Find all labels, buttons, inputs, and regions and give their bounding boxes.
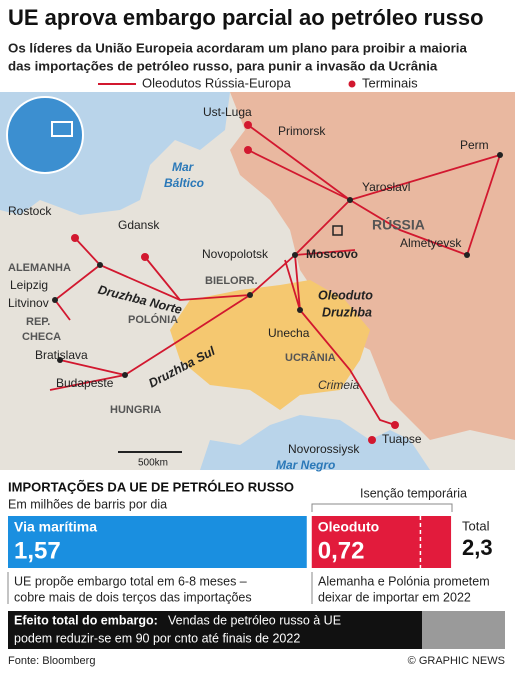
map-label: HUNGRIA xyxy=(110,404,161,416)
subtitle: Os líderes da União Europeia acordaram u… xyxy=(8,41,467,56)
globe xyxy=(6,96,84,174)
map: Mar Báltico Ust-Luga Primorsk Perm Yaros… xyxy=(0,92,515,472)
terminals xyxy=(71,121,399,444)
bars: Via marítima 1,57 Oleoduto 0,72 xyxy=(8,516,452,568)
map-label: Oleoduto xyxy=(318,288,373,302)
map-label: RÚSSIA xyxy=(372,216,425,233)
exemption-label: Isenção temporária xyxy=(360,486,467,500)
note: cobre mais de dois terços das importaçõe… xyxy=(14,590,252,604)
map-label: Rostock xyxy=(8,204,52,218)
bracket xyxy=(311,503,453,512)
bar-value: 1,57 xyxy=(14,537,61,564)
credit: © GRAPHIC NEWS xyxy=(408,655,505,667)
note: deixar de importar em 2022 xyxy=(318,590,471,604)
map-label: POLÓNIA xyxy=(128,313,178,326)
legend-label: Terminais xyxy=(362,75,418,90)
bar-label: Via marítima xyxy=(14,519,97,535)
effect-text: Vendas de petróleo russo à UE xyxy=(168,613,341,627)
map-label: Báltico xyxy=(164,176,204,190)
map-label: Tuapse xyxy=(382,432,422,446)
map-label: Budapeste xyxy=(56,376,114,390)
map-label: Novopolotsk xyxy=(202,247,269,261)
map-label: Bratislava xyxy=(35,348,88,362)
note: Alemanha e Polónia prometem xyxy=(318,574,490,588)
capital xyxy=(332,225,343,236)
map-label: BIELORR. xyxy=(205,275,258,287)
map-label: CHECA xyxy=(22,331,61,343)
map-label: Gdansk xyxy=(118,218,160,232)
effect-text: podem reduzir-se em 90 por cnto até fina… xyxy=(14,631,300,645)
bar-value: 0,72 xyxy=(318,537,365,564)
map-label: Moscovo xyxy=(306,247,358,261)
effect-box-gray xyxy=(422,611,505,649)
scale-label: 500km xyxy=(138,458,168,469)
map-label: Unecha xyxy=(268,326,310,340)
note: UE propõe embargo total em 6-8 meses – xyxy=(14,574,247,588)
cities xyxy=(52,152,503,378)
map-label: Novorossiysk xyxy=(288,442,360,456)
total-title: Total xyxy=(462,518,490,533)
bar xyxy=(311,516,452,568)
russia xyxy=(230,92,515,440)
map-label: REP. xyxy=(26,316,50,328)
map-label: Druzhba xyxy=(322,305,372,319)
map-label: Crimeia xyxy=(318,378,360,392)
chart-subtitle: Em milhões de barris por dia xyxy=(8,497,167,511)
legend-dot xyxy=(348,80,356,88)
map-label: Yaroslavl xyxy=(362,180,410,194)
map-label: ALEMANHA xyxy=(8,262,71,274)
source: Fonte: Bloomberg xyxy=(8,655,95,667)
map-label: Leipzig xyxy=(10,278,48,292)
subtitle: das importações de petróleo russo, para … xyxy=(8,59,438,74)
map-label: Almetyevsk xyxy=(400,236,462,250)
legend-label: Oleodutos Rússia-Europa xyxy=(142,75,292,90)
bar-label: Oleoduto xyxy=(318,519,379,535)
title: UE aprova embargo parcial ao petróleo ru… xyxy=(8,5,484,30)
map-label: Primorsk xyxy=(278,124,326,138)
map-label: Mar Negro xyxy=(276,458,335,472)
total-value: 2,3 xyxy=(462,535,493,560)
map-label: Litvinov xyxy=(8,296,49,310)
globe-frame xyxy=(51,121,73,137)
map-label: Perm xyxy=(460,138,489,152)
effect-title: Efeito total do embargo: xyxy=(14,613,158,627)
map-label: UCRÂNIA xyxy=(285,351,336,364)
chart-title: IMPORTAÇÕES DA UE DE PETRÓLEO RUSSO xyxy=(8,479,294,494)
map-label: Ust-Luga xyxy=(203,105,252,119)
ukraine xyxy=(170,280,370,410)
bar xyxy=(8,516,307,568)
map-label: Mar xyxy=(172,160,195,174)
